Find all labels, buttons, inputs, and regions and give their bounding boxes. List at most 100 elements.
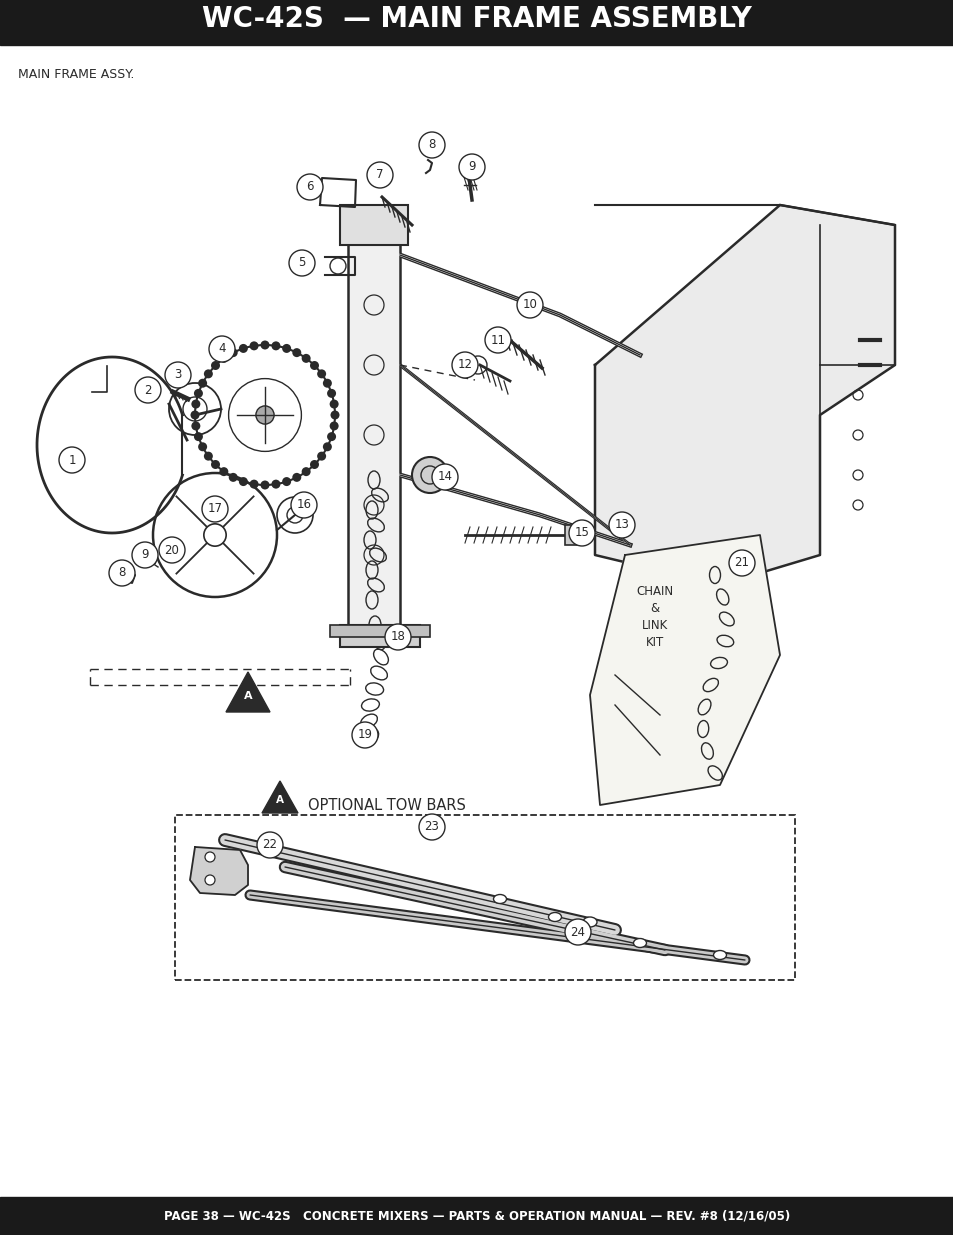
Bar [348, 225, 399, 637]
Ellipse shape [713, 951, 726, 960]
Circle shape [193, 389, 203, 398]
Circle shape [198, 379, 207, 388]
Text: 11: 11 [490, 333, 505, 347]
Text: 12: 12 [457, 358, 472, 372]
Circle shape [205, 876, 214, 885]
Text: PAGE 38 — WC-42S   CONCRETE MIXERS — PARTS & OPERATION MANUAL — REV. #8 (12/16/0: PAGE 38 — WC-42S CONCRETE MIXERS — PARTS… [164, 1209, 789, 1223]
Bar [564, 525, 582, 545]
Circle shape [432, 464, 457, 490]
Ellipse shape [548, 913, 561, 921]
Circle shape [256, 832, 283, 858]
Text: 16: 16 [296, 499, 312, 511]
Ellipse shape [633, 939, 646, 947]
Circle shape [191, 410, 199, 420]
Text: 1: 1 [69, 453, 75, 467]
Circle shape [291, 492, 316, 517]
Circle shape [327, 432, 335, 441]
Circle shape [484, 327, 511, 353]
Circle shape [272, 479, 280, 489]
Text: 19: 19 [357, 729, 372, 741]
Circle shape [296, 174, 323, 200]
Circle shape [728, 550, 754, 576]
Text: 9: 9 [141, 548, 149, 562]
Text: 8: 8 [118, 567, 126, 579]
Circle shape [282, 343, 291, 353]
Text: 24: 24 [570, 925, 585, 939]
Circle shape [517, 291, 542, 317]
Circle shape [568, 520, 595, 546]
Circle shape [219, 467, 228, 477]
Circle shape [301, 467, 311, 477]
Circle shape [238, 477, 248, 487]
Text: 23: 23 [424, 820, 439, 834]
Circle shape [310, 361, 318, 370]
Circle shape [564, 919, 590, 945]
Circle shape [132, 542, 158, 568]
Circle shape [260, 341, 269, 350]
Text: 7: 7 [375, 168, 383, 182]
Circle shape [310, 459, 318, 469]
Text: A: A [243, 692, 252, 701]
Text: MAIN FRAME ASSY.: MAIN FRAME ASSY. [18, 68, 134, 82]
Bar [174, 815, 794, 981]
Circle shape [202, 496, 228, 522]
Circle shape [458, 154, 484, 180]
Circle shape [292, 473, 301, 482]
Circle shape [330, 400, 338, 409]
Circle shape [59, 447, 85, 473]
Text: 6: 6 [306, 180, 314, 194]
Circle shape [159, 537, 185, 563]
Text: 18: 18 [390, 631, 405, 643]
Circle shape [219, 354, 228, 363]
Circle shape [272, 341, 280, 351]
Circle shape [316, 369, 326, 378]
Bar [0, 1197, 953, 1235]
Circle shape [204, 369, 213, 378]
Circle shape [238, 343, 248, 353]
Circle shape [209, 336, 234, 362]
Circle shape [412, 457, 448, 493]
Circle shape [198, 442, 207, 451]
Circle shape [260, 480, 269, 489]
Bar [330, 625, 430, 637]
Circle shape [192, 400, 200, 409]
Circle shape [165, 362, 191, 388]
Circle shape [322, 379, 332, 388]
Circle shape [192, 421, 200, 431]
Text: A: A [275, 795, 284, 805]
Circle shape [316, 452, 326, 461]
Circle shape [418, 814, 444, 840]
Circle shape [204, 452, 213, 461]
Circle shape [211, 459, 220, 469]
Circle shape [205, 852, 214, 862]
Text: 2: 2 [144, 384, 152, 396]
Text: 21: 21 [734, 557, 749, 569]
Text: 15: 15 [574, 526, 589, 540]
Bar [339, 205, 408, 245]
Circle shape [282, 477, 291, 487]
Text: OPTIONAL TOW BARS: OPTIONAL TOW BARS [308, 798, 465, 813]
Text: WC-42S  — MAIN FRAME ASSEMBLY: WC-42S — MAIN FRAME ASSEMBLY [202, 5, 751, 33]
Circle shape [255, 406, 274, 424]
Polygon shape [262, 781, 297, 813]
Circle shape [250, 341, 258, 351]
Circle shape [250, 479, 258, 489]
Circle shape [352, 722, 377, 748]
Circle shape [385, 624, 411, 650]
Bar [339, 625, 419, 647]
Circle shape [211, 361, 220, 370]
Circle shape [109, 559, 135, 585]
Text: 20: 20 [164, 543, 179, 557]
Circle shape [418, 132, 444, 158]
Text: 22: 22 [262, 839, 277, 851]
Circle shape [135, 377, 161, 403]
Text: 4: 4 [218, 342, 226, 356]
Text: 5: 5 [298, 257, 305, 269]
Bar [0, 0, 953, 44]
Text: 3: 3 [174, 368, 181, 382]
Circle shape [193, 432, 203, 441]
Circle shape [322, 442, 332, 451]
Text: 9: 9 [468, 161, 476, 173]
Polygon shape [595, 205, 894, 585]
Circle shape [292, 348, 301, 357]
